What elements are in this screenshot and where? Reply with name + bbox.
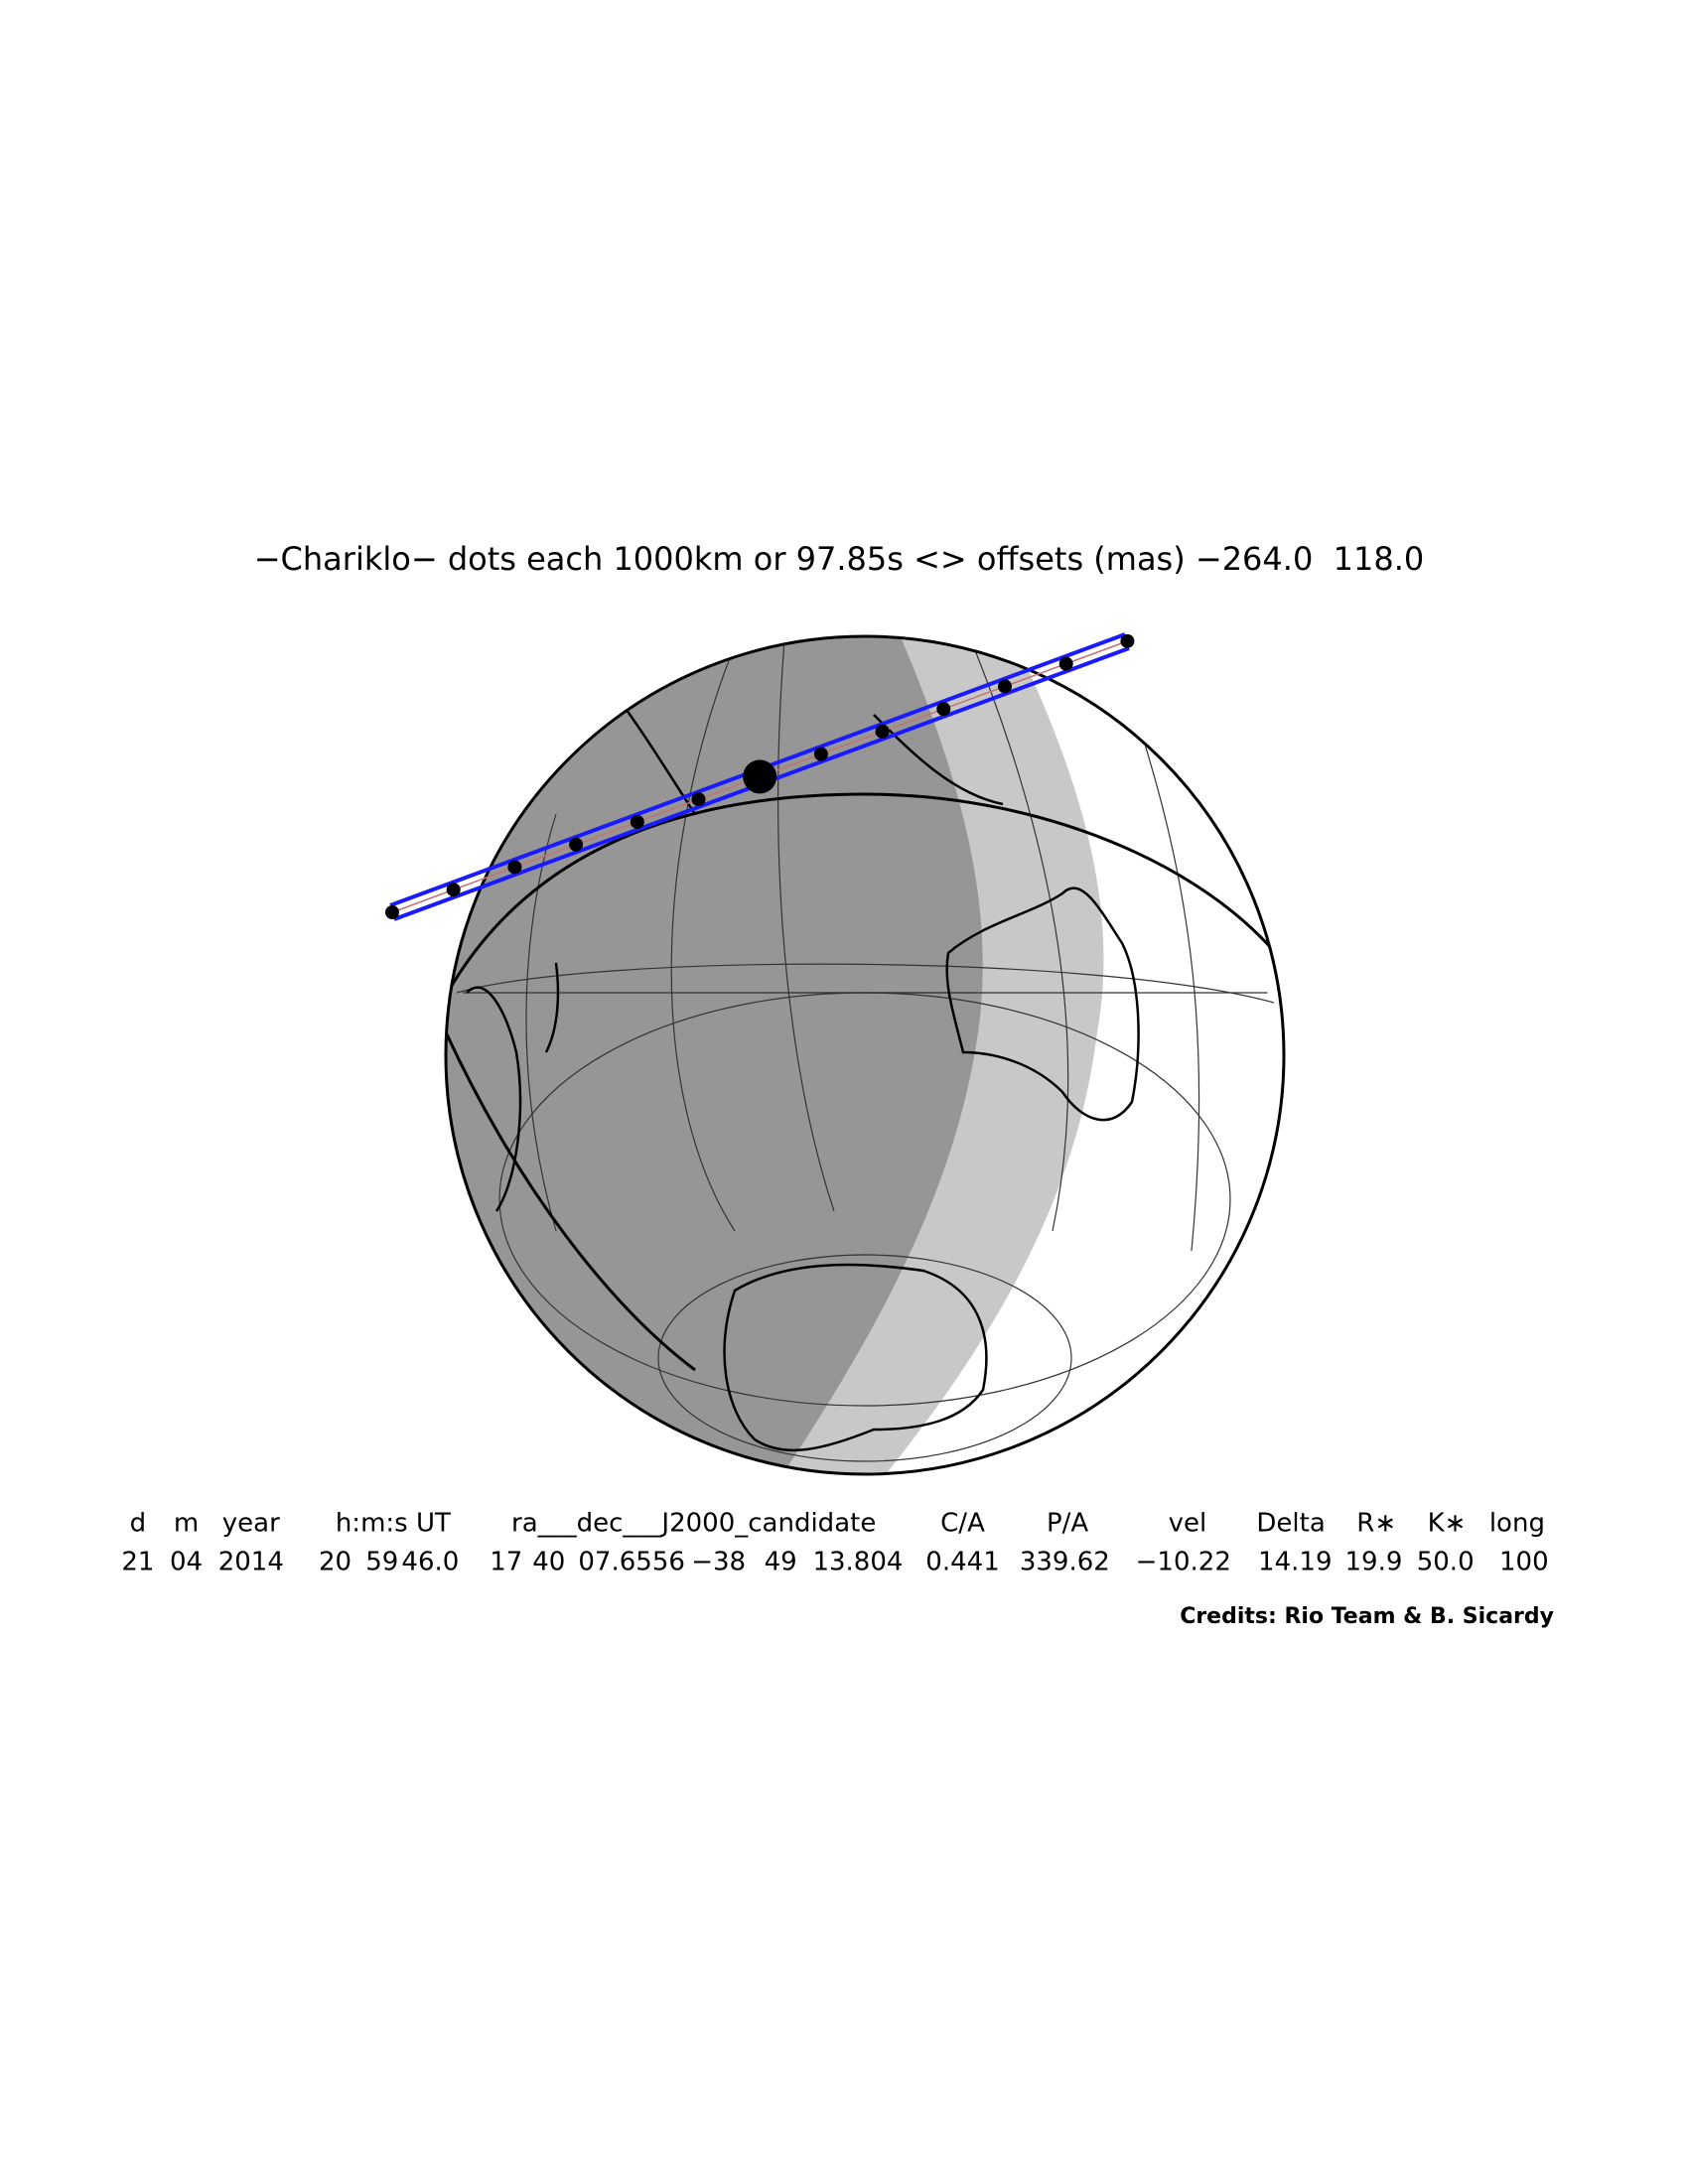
- column-header: m: [174, 1509, 199, 1539]
- cell: −38: [691, 1548, 746, 1577]
- cell: 50.0: [1417, 1548, 1475, 1577]
- track-dot: [630, 814, 644, 829]
- cell: 40: [532, 1548, 565, 1577]
- cell: 59: [365, 1548, 398, 1577]
- track-dot: [691, 792, 706, 807]
- track-dot: [936, 702, 951, 717]
- column-header: K∗: [1428, 1509, 1467, 1539]
- cell: 2014: [218, 1548, 284, 1577]
- shadow-limit: [446, 792, 1284, 1014]
- track-dot: [385, 905, 399, 919]
- cell: 17: [490, 1548, 522, 1577]
- cell: 21: [121, 1548, 154, 1577]
- cell: 46.0: [401, 1548, 459, 1577]
- track-dot: [446, 883, 461, 897]
- column-header: h:m:s UT: [336, 1509, 451, 1539]
- column-header: ra___dec___J2000_candidate: [511, 1509, 876, 1539]
- cell: 100: [1499, 1548, 1549, 1577]
- column-header: C/A: [940, 1509, 985, 1539]
- cell: 19.9: [1344, 1548, 1402, 1577]
- map-title: −Chariklo− dots each 1000km or 97.85s <>…: [254, 540, 1425, 578]
- cell: 13.804: [812, 1548, 903, 1577]
- globe: [444, 634, 1286, 1476]
- track-dot: [998, 679, 1012, 694]
- cell: −10.22: [1136, 1548, 1231, 1577]
- column-header: R∗: [1356, 1509, 1396, 1539]
- closest-approach-dot: [743, 759, 777, 794]
- column-header: year: [222, 1509, 280, 1539]
- cell: 49: [765, 1548, 797, 1577]
- column-header: long: [1489, 1509, 1545, 1539]
- cell: 14.19: [1258, 1548, 1332, 1577]
- column-header: Delta: [1256, 1509, 1325, 1539]
- track-dot: [1058, 656, 1073, 671]
- cell: 339.62: [1020, 1548, 1110, 1577]
- column-header: d: [130, 1509, 147, 1539]
- track-dot: [813, 747, 828, 761]
- occultation-track: [385, 632, 1135, 921]
- credits: Credits: Rio Team & B. Sicardy: [1180, 1604, 1554, 1629]
- column-header: vel: [1169, 1509, 1207, 1539]
- cell: 20: [319, 1548, 352, 1577]
- column-header: P/A: [1047, 1509, 1088, 1539]
- graticule: [456, 639, 1275, 1462]
- event-table: d m year h:m:s UT ra___dec___J2000_candidate…: [121, 1509, 1548, 1577]
- cell: 0.441: [925, 1548, 999, 1577]
- track-dot: [875, 724, 890, 739]
- track-dot: [1120, 633, 1135, 648]
- track-dot: [569, 837, 584, 852]
- track-dot: [507, 860, 522, 875]
- cell: 04: [170, 1548, 203, 1577]
- cell: 07.6556: [578, 1548, 685, 1577]
